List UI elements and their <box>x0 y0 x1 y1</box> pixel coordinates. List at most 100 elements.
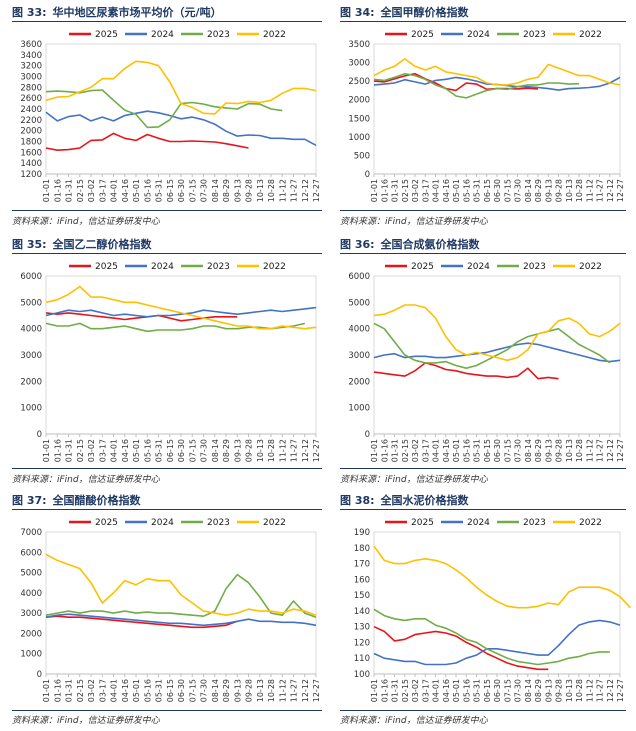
y-tick-label: 1600 <box>20 148 42 158</box>
figure-title: 全国合成氨价格指数 <box>380 238 480 251</box>
x-tick-label: 12-12 <box>606 439 615 462</box>
y-tick-label: 1000 <box>348 404 370 414</box>
y-tick-label: 3000 <box>20 609 42 619</box>
x-tick-label: 01-16 <box>380 179 389 202</box>
x-tick-label: 10-28 <box>575 679 584 702</box>
y-axis: 0 1000 2000 3000 4000 5000 6000 7000 <box>20 528 42 680</box>
x-tick-label: 07-15 <box>188 179 197 202</box>
series-lines <box>45 60 317 151</box>
x-tick-label: 05-31 <box>473 179 482 202</box>
x-axis: 01-01 01-16 01-31 02-15 03-02 03-17 04-01 04-16… <box>42 673 321 702</box>
y-axis: 1200140016001800200022002400260028003000… <box>20 40 42 180</box>
legend-item: 2024 <box>441 518 490 528</box>
legend-label: 2022 <box>263 30 286 40</box>
figure-title: 全国醋酸价格指数 <box>52 494 141 507</box>
y-tick-label: 3600 <box>20 40 42 50</box>
x-tick-label: 10-13 <box>256 439 265 462</box>
y-tick-label: 2600 <box>20 94 42 104</box>
x-tick-label: 08-29 <box>534 679 543 702</box>
x-tick-label: 02-15 <box>76 679 85 702</box>
x-tick-label: 09-28 <box>555 439 564 462</box>
source-note: 资料来源：iFind，信达证券研发中心 <box>12 475 160 485</box>
legend: 2025 2024 2023 2022 <box>385 262 602 272</box>
y-tick-label: 6000 <box>348 272 370 282</box>
y-tick-label: 2000 <box>348 96 370 106</box>
legend-label: 2024 <box>467 262 490 272</box>
legend-label: 2025 <box>411 518 434 528</box>
x-tick-label: 05-16 <box>462 679 471 702</box>
y-axis: 0 1000 2000 3000 4000 5000 6000 <box>348 272 370 440</box>
series-line-2023 <box>45 322 305 333</box>
y-tick-label: 0 <box>37 670 42 680</box>
legend-item: 2022 <box>553 262 602 272</box>
series-line-2023 <box>373 72 580 99</box>
y-tick-label: 4000 <box>20 325 42 335</box>
x-tick-label: 07-15 <box>188 679 197 702</box>
x-tick-label: 10-28 <box>575 439 584 462</box>
series-line-2022 <box>45 553 317 616</box>
x-tick-label: 07-30 <box>514 439 523 462</box>
title-divider <box>12 253 322 254</box>
x-tick-label: 01-16 <box>53 679 62 702</box>
x-axis: 01-01 01-16 01-31 02-15 03-02 03-17 04-01 04-16… <box>370 673 625 702</box>
y-tick-label: 2000 <box>20 377 42 387</box>
x-tick-label: 01-01 <box>42 439 51 462</box>
x-tick-label: 04-01 <box>432 679 441 702</box>
legend-label: 2022 <box>579 30 602 40</box>
x-tick-label: 12-12 <box>301 439 310 462</box>
x-tick-label: 09-28 <box>245 679 254 702</box>
y-tick-label: 6000 <box>20 548 42 558</box>
x-tick-label: 07-30 <box>200 439 209 462</box>
x-tick-label: 09-28 <box>245 439 254 462</box>
x-tick-label: 08-29 <box>222 679 231 702</box>
legend-item: 2022 <box>237 262 286 272</box>
x-tick-label: 09-28 <box>245 179 254 202</box>
x-tick-label: 01-31 <box>391 439 400 462</box>
x-tick-label: 01-16 <box>53 439 62 462</box>
x-tick-label: 12-27 <box>616 439 625 462</box>
x-tick-label: 05-16 <box>143 679 152 702</box>
x-tick-label: 11-27 <box>290 439 299 462</box>
chart-panel-34: 图 34: 全国甲醇价格指数 0 500 1000 1500 2000 2500 3000 35… <box>340 4 626 230</box>
y-tick-label: 1800 <box>20 138 42 148</box>
legend-label: 2024 <box>151 30 174 40</box>
x-tick-label: 08-14 <box>524 439 533 462</box>
x-tick-label: 04-16 <box>121 179 130 202</box>
panel-title: 图 34: 全国甲醇价格指数 <box>340 4 469 20</box>
y-tick-label: 500 <box>354 151 370 161</box>
y-tick-label: 5000 <box>20 298 42 308</box>
x-tick-label: 01-01 <box>370 679 379 702</box>
x-tick-label: 10-13 <box>565 679 574 702</box>
y-tick-label: 180 <box>354 544 370 554</box>
y-tick-label: 2500 <box>348 77 370 87</box>
legend-label: 2024 <box>151 262 174 272</box>
x-tick-label: 11-12 <box>585 679 594 702</box>
y-tick-label: 2200 <box>20 116 42 126</box>
x-tick-label: 08-14 <box>524 179 533 202</box>
figure-title: 全国甲醇价格指数 <box>380 6 469 19</box>
y-tick-label: 3500 <box>348 40 370 50</box>
figure-title: 华中地区尿素市场平均价（元/吨） <box>52 6 222 19</box>
x-tick-label: 04-01 <box>110 679 119 702</box>
chart-panel-36: 图 36: 全国合成氨价格指数 0 1000 2000 3000 4000 5000 6000… <box>340 236 626 486</box>
x-tick-label: 11-12 <box>585 179 594 202</box>
x-tick-label: 05-01 <box>452 179 461 202</box>
panel-title: 图 36: 全国合成氨价格指数 <box>340 236 480 252</box>
source-divider <box>12 710 322 711</box>
figure-number: 图 38: <box>340 494 375 507</box>
chart-panel-33: 图 33: 华中地区尿素市场平均价（元/吨） 1200 1400 1600 1800 20… <box>12 4 322 230</box>
x-tick-label: 01-01 <box>42 679 51 702</box>
series-line-2024 <box>373 342 621 363</box>
x-tick-label: 08-29 <box>534 439 543 462</box>
x-tick-label: 01-31 <box>391 179 400 202</box>
x-tick-label: 03-17 <box>421 679 430 702</box>
legend-item: 2025 <box>69 518 118 528</box>
legend-item: 2024 <box>441 30 490 40</box>
title-divider <box>340 509 626 510</box>
y-tick-label: 7000 <box>20 528 42 538</box>
x-tick-label: 07-30 <box>200 679 209 702</box>
x-tick-label: 07-15 <box>188 439 197 462</box>
x-tick-label: 08-14 <box>211 439 220 462</box>
x-tick-label: 05-01 <box>452 439 461 462</box>
y-tick-label: 150 <box>354 591 370 601</box>
